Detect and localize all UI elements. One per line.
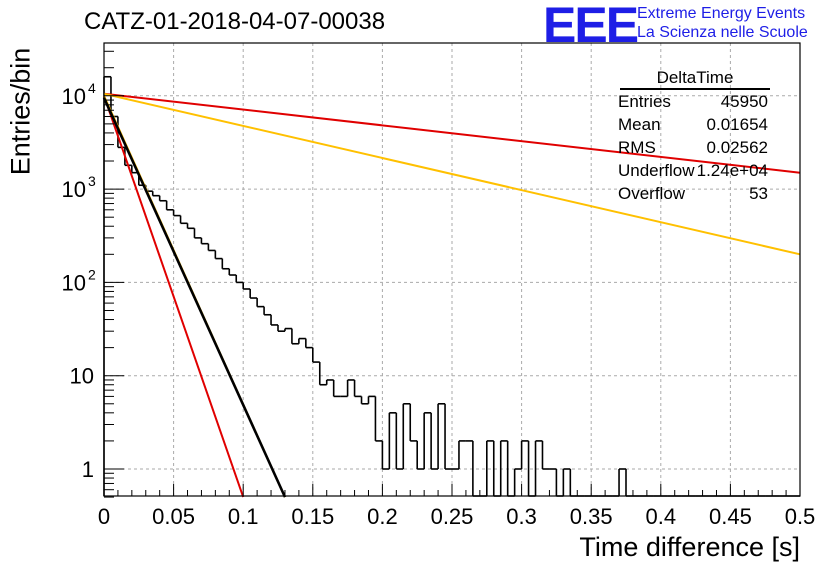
eee-logo: EEE: [543, 0, 639, 53]
fit-line: [102, 97, 287, 498]
y-tick-label: 10: [62, 270, 86, 295]
stats-row-overflow: Overflow 53: [612, 182, 782, 205]
x-tick-label: 0.1: [228, 504, 259, 529]
x-tick-label: 0: [98, 504, 110, 529]
stats-title: DeltaTime: [620, 68, 770, 90]
stats-key: Mean: [618, 115, 661, 134]
y-tick-exponent: 4: [88, 80, 96, 96]
stats-value: 53: [749, 184, 768, 203]
stats-key: Underflow: [618, 161, 695, 180]
y-tick-label: 10: [62, 177, 86, 202]
stats-row-underflow: Underflow 1.24e+04: [612, 159, 782, 182]
y-tick-exponent: 2: [88, 266, 96, 282]
x-axis-label: Time difference [s]: [579, 532, 800, 562]
logo-line-2: La Scienza nelle Scuole: [637, 24, 808, 41]
stats-box: DeltaTime Entries 45950 Mean 0.01654 RMS…: [612, 68, 782, 205]
x-tick-label: 0.25: [431, 504, 474, 529]
stats-value: 1.24e+04: [696, 161, 768, 180]
fit-curves: [102, 92, 801, 498]
x-tick-label: 0.5: [785, 504, 816, 529]
logo-line-1: Extreme Energy Events: [637, 5, 806, 22]
y-tick-label: 10: [62, 84, 86, 109]
stats-row-rms: RMS 0.02562: [612, 136, 782, 159]
x-tick-label: 0.3: [506, 504, 537, 529]
axes: 0 0.05 0.1 0.15 0.2 0.25 0.3 0.35 0.4 0.45 0.5 1 10 1…: [62, 50, 816, 529]
fit-line: [103, 92, 801, 174]
chart-title: CATZ-01-2018-04-07-00038: [84, 8, 386, 35]
x-tick-label: 0.05: [152, 504, 195, 529]
stats-key: Overflow: [618, 184, 686, 203]
fit-line: [103, 95, 245, 498]
y-tick-label: 1: [82, 457, 94, 482]
y-tick-label: 10: [70, 364, 94, 389]
stats-value: 0.01654: [706, 115, 768, 134]
stats-row-mean: Mean 0.01654: [612, 113, 782, 136]
stats-value: 45950: [720, 92, 768, 111]
fit-line: [103, 92, 801, 256]
stats-value: 0.02562: [706, 138, 768, 157]
x-tick-label: 0.45: [709, 504, 752, 529]
y-axis-label: Entries/bin: [5, 47, 36, 176]
stats-row-entries: Entries 45950: [612, 90, 782, 113]
x-tick-label: 0.35: [570, 504, 613, 529]
stats-key: RMS: [618, 138, 656, 157]
x-tick-label: 0.2: [367, 504, 398, 529]
x-tick-label: 0.15: [291, 504, 334, 529]
stats-key: Entries: [618, 92, 671, 111]
logo-text: Extreme Energy Events La Scienza nelle S…: [637, 4, 808, 42]
y-tick-exponent: 3: [88, 173, 96, 189]
x-tick-label: 0.4: [646, 504, 677, 529]
